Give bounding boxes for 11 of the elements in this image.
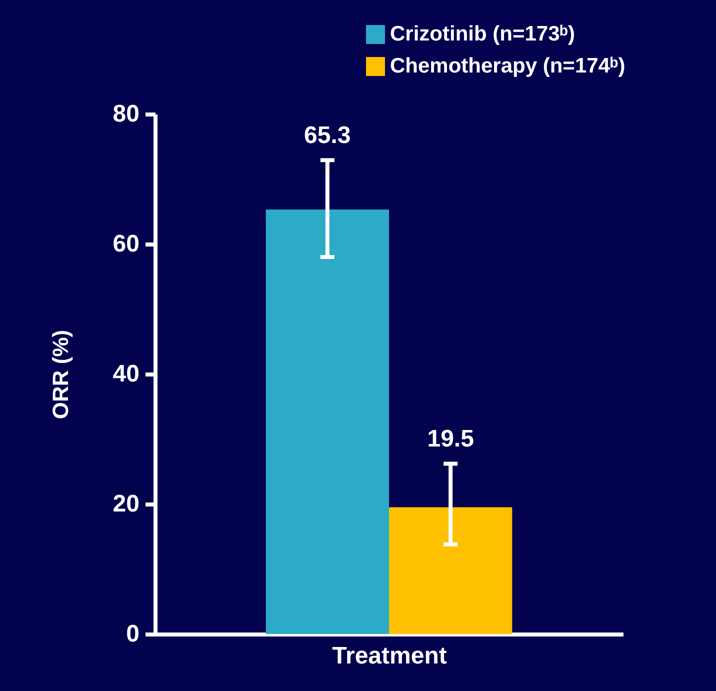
data-label: 19.5	[427, 426, 474, 453]
data-label: 65.3	[304, 122, 351, 150]
x-axis-title: Treatment	[332, 642, 447, 670]
legend-label: Chemotherapy (n=174ᵇ)	[390, 54, 626, 78]
y-tick-label: 80	[112, 100, 140, 128]
y-tick-label: 20	[112, 490, 140, 518]
legend-label: Crizotinib (n=173ᵇ)	[390, 22, 575, 46]
y-tick-label: 60	[112, 230, 140, 258]
y-axis-title: ORR (%)	[48, 330, 73, 420]
y-tick-label: 40	[112, 360, 140, 388]
y-tick-label: 0	[126, 620, 140, 648]
